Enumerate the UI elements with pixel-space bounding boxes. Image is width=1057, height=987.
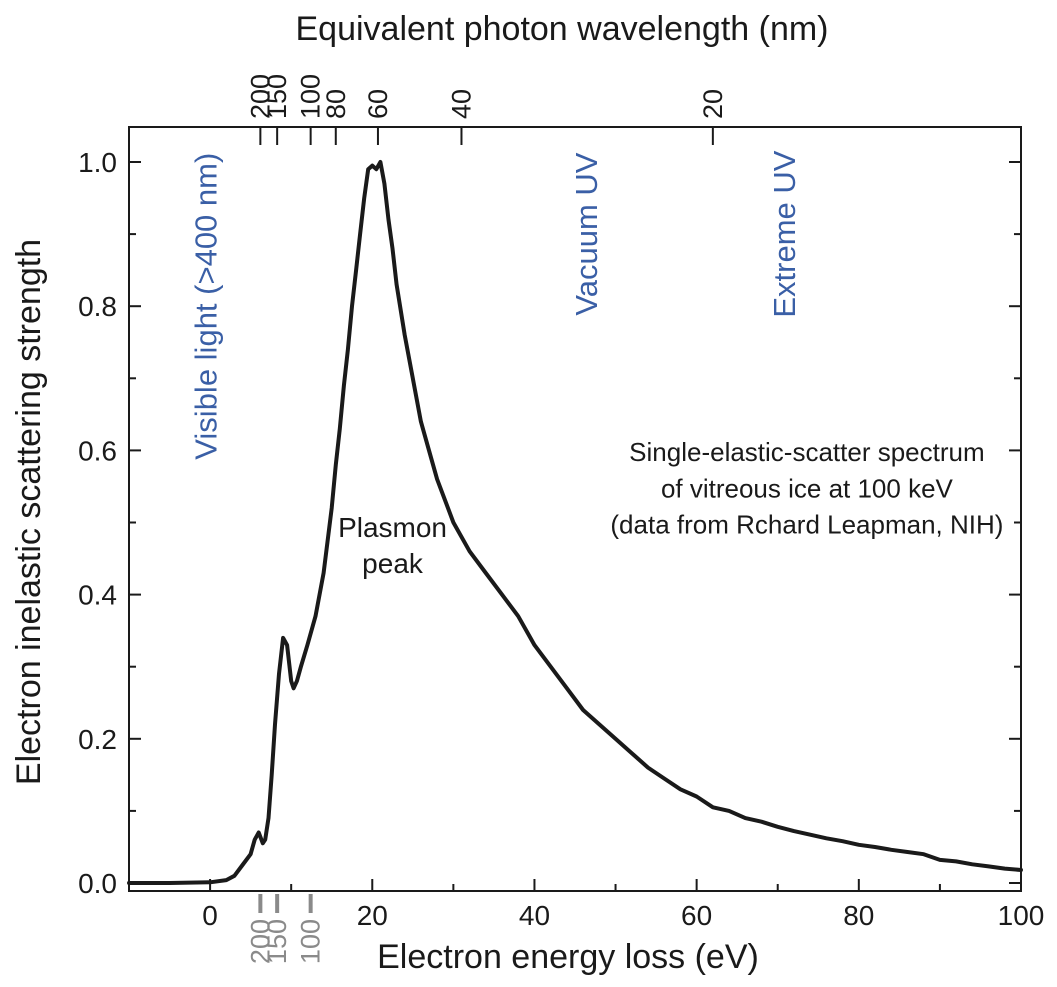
- annotation-note1: Single-elastic-scatter spectrum: [629, 437, 984, 467]
- annotation-note3: (data from Rchard Leapman, NIH): [610, 509, 1003, 539]
- annotation-plasmon2: peak: [362, 548, 424, 579]
- annotation-layer: Visible light (>400 nm) Vacuum UV Extreme …: [189, 150, 1004, 579]
- annotation-plasmon1: Plasmon: [338, 512, 447, 543]
- annotation-vacuum: Vacuum UV: [569, 152, 604, 315]
- x-tick-label: 0: [202, 900, 218, 931]
- top-tick-label: 80: [321, 89, 351, 119]
- top-tick-label: 40: [446, 89, 476, 119]
- plot-frame: [128, 126, 1022, 892]
- y-tick-label: 1.0: [78, 147, 117, 178]
- y-tick-label: 0.4: [78, 580, 117, 611]
- x-axis-label: Electron energy loss (eV): [377, 938, 759, 976]
- y-tick-label: 0.0: [78, 868, 117, 899]
- annotation-extreme: Extreme UV: [767, 150, 802, 317]
- x-tick-label: 40: [519, 900, 550, 931]
- annotation-visible: Visible light (>400 nm): [189, 153, 224, 460]
- x-tick-label: 80: [843, 900, 874, 931]
- x-tick-label: 100: [998, 900, 1045, 931]
- top-tick-label: 100: [296, 74, 326, 119]
- top-tick-label: 150: [262, 74, 292, 119]
- top-tick-label: 60: [363, 89, 393, 119]
- top-tick-label: 20: [698, 89, 728, 119]
- top-axis-label: Equivalent photon wavelength (nm): [296, 10, 829, 48]
- bottom-axis-ticks: 0 20 40 60 80 100: [128, 879, 1045, 931]
- y-axis-label: Electron inelastic scattering strength: [10, 239, 48, 785]
- x-tick-label: 60: [681, 900, 712, 931]
- annotation-note2: of vitreous ice at 100 keV: [661, 473, 954, 503]
- right-axis-ticks: [1009, 161, 1021, 884]
- gray-marker-label: 200: [245, 919, 275, 964]
- y-tick-label: 0.2: [78, 724, 117, 755]
- y-tick-label: 0.6: [78, 435, 117, 466]
- x-tick-label: 20: [357, 900, 388, 931]
- top-tick-label: 200: [245, 74, 275, 119]
- series-layer: [127, 160, 1023, 885]
- series-line: [127, 160, 1023, 885]
- left-axis-ticks: 0.0 0.2 0.4 0.6 0.8 1.0: [78, 147, 141, 899]
- gray-marker-label: 150: [262, 919, 292, 964]
- gray-marker-label: 100: [296, 919, 326, 964]
- y-tick-label: 0.8: [78, 291, 117, 322]
